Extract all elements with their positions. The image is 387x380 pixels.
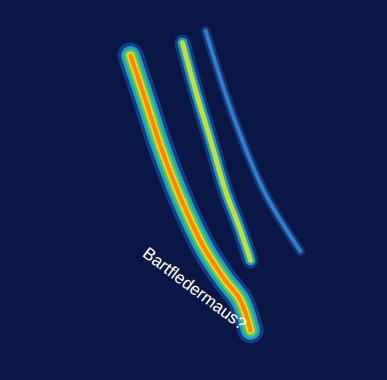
svg-text:Bartfledermaus?: Bartfledermaus? <box>139 244 250 334</box>
